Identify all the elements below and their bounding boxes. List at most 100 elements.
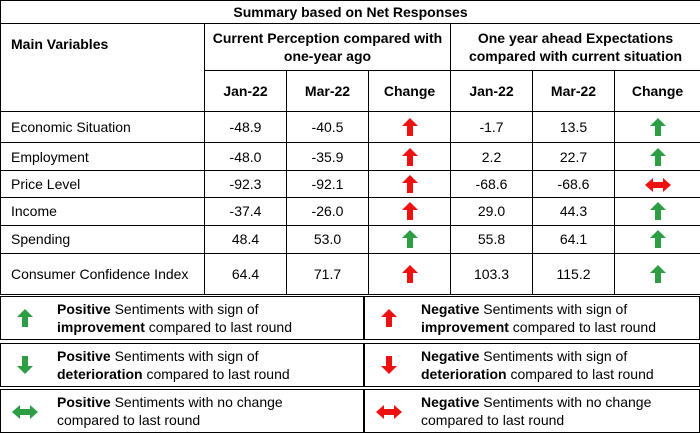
current-perception-header: Current Perception compared with one-yea… xyxy=(204,23,451,72)
ahd-mar-value: 44.3 xyxy=(532,196,615,226)
cur-change-cell xyxy=(368,111,451,143)
table-row: Economic Situation -48.9 -40.5 -1.7 13.5 xyxy=(0,111,700,143)
ahd-jan-value: 103.3 xyxy=(450,253,533,295)
ahd-jan-value: -68.6 xyxy=(450,170,533,198)
legend-text: compared to last round xyxy=(144,319,293,335)
legend-bold: Negative xyxy=(421,394,480,410)
legend-positive-improvement: Positive Sentiments with sign of improvem… xyxy=(0,296,364,340)
table-row: Consumer Confidence Index 64.4 71.7 103.… xyxy=(0,253,700,295)
cur-mar-value: -35.9 xyxy=(286,141,369,172)
change-arrow-icon xyxy=(649,202,666,221)
legend-negative-no-change: Negative Sentiments with no change compar… xyxy=(364,389,700,433)
row-label: Price Level xyxy=(0,170,205,198)
cur-mar-value: -26.0 xyxy=(286,196,369,226)
table-row: Price Level -92.3 -92.1 -68.6 -68.6 xyxy=(0,170,700,198)
ahd-change-cell xyxy=(613,253,700,295)
cur-mar-value: -40.5 xyxy=(286,111,369,143)
cur-change-cell xyxy=(368,196,451,226)
change-arrow-icon xyxy=(649,230,666,249)
ahd-change-cell xyxy=(613,111,700,143)
table-row: Income -37.4 -26.0 29.0 44.3 xyxy=(0,196,700,226)
legend-text: compared to last round xyxy=(421,412,565,428)
legend: Positive Sentiments with sign of improvem… xyxy=(0,296,700,435)
arrow-left-right-green-icon xyxy=(12,403,38,420)
legend-bold: improvement xyxy=(57,319,145,335)
ahd-mar-value: 115.2 xyxy=(532,253,615,295)
ahd-jan-value: 29.0 xyxy=(450,196,533,226)
legend-bold: Positive xyxy=(57,301,111,317)
cur-change-header: Change xyxy=(368,70,451,113)
change-arrow-icon xyxy=(401,202,418,221)
row-label: Economic Situation xyxy=(0,111,205,143)
arrow-left-right-red-icon xyxy=(376,403,402,420)
legend-bold: improvement xyxy=(421,319,509,335)
legend-text: Sentiments with sign of xyxy=(110,348,259,364)
ahd-change-cell xyxy=(613,196,700,226)
row-label: Income xyxy=(0,196,205,226)
ahead-expectations-header: One year ahead Expectations compared wit… xyxy=(449,23,700,72)
cur-jan-value: 48.4 xyxy=(204,224,287,255)
legend-text: Sentiments with sign of xyxy=(479,348,628,364)
cur-change-cell xyxy=(368,253,451,295)
row-label: Employment xyxy=(0,141,205,172)
ahd-mar-value: -68.6 xyxy=(532,170,615,198)
row-label: Spending xyxy=(0,224,205,255)
legend-text: Sentiments with sign of xyxy=(110,301,259,317)
legend-positive-deterioration: Positive Sentiments with sign of deterior… xyxy=(0,343,364,387)
cur-mar-value: 53.0 xyxy=(286,224,369,255)
cur-change-cell xyxy=(368,224,451,255)
ahd-change-cell xyxy=(613,170,700,198)
legend-text: compared to last round xyxy=(142,366,290,382)
ahd-jan-value: -1.7 xyxy=(450,111,533,143)
cur-mar-value: 71.7 xyxy=(286,253,369,295)
legend-negative-deterioration: Negative Sentiments with sign of deterior… xyxy=(364,343,700,387)
legend-bold: deterioration xyxy=(421,366,507,382)
cur-jan-value: -48.9 xyxy=(204,111,287,143)
legend-negative-improvement: Negative Sentiments with sign of improvem… xyxy=(364,296,700,340)
main-variables-header: Main Variables xyxy=(0,23,205,113)
arrow-up-green-icon xyxy=(17,309,33,328)
legend-bold: Positive xyxy=(57,394,111,410)
ahd-change-header: Change xyxy=(613,70,700,113)
legend-bold: Positive xyxy=(57,348,111,364)
cur-change-cell xyxy=(368,170,451,198)
legend-bold: Negative xyxy=(421,301,480,317)
cur-jan-value: -48.0 xyxy=(204,141,287,172)
table-row: Employment -48.0 -35.9 2.2 22.7 xyxy=(0,141,700,172)
table-row: Spending 48.4 53.0 55.8 64.1 xyxy=(0,224,700,255)
legend-text: Sentiments with sign of xyxy=(479,301,628,317)
cur-mar-header: Mar-22 xyxy=(286,70,369,113)
cur-jan-value: 64.4 xyxy=(204,253,287,295)
cur-jan-value: -37.4 xyxy=(204,196,287,226)
cur-mar-value: -92.1 xyxy=(286,170,369,198)
summary-table: Summary based on Net Responses Main Vari… xyxy=(0,0,700,295)
legend-text: compared to last round xyxy=(57,412,201,428)
row-label: Consumer Confidence Index xyxy=(0,253,205,295)
ahd-mar-header: Mar-22 xyxy=(532,70,615,113)
arrow-up-red-icon xyxy=(381,309,397,328)
ahd-change-cell xyxy=(613,141,700,172)
legend-text: compared to last round xyxy=(506,366,654,382)
ahd-jan-value: 55.8 xyxy=(450,224,533,255)
change-arrow-icon xyxy=(401,147,418,166)
ahd-mar-value: 13.5 xyxy=(532,111,615,143)
ahd-change-cell xyxy=(613,224,700,255)
ahd-jan-header: Jan-22 xyxy=(450,70,533,113)
change-arrow-icon xyxy=(401,175,418,194)
legend-positive-no-change: Positive Sentiments with no change compar… xyxy=(0,389,364,433)
cur-jan-header: Jan-22 xyxy=(204,70,287,113)
cur-change-cell xyxy=(368,141,451,172)
table-title: Summary based on Net Responses xyxy=(0,0,700,25)
legend-bold: deterioration xyxy=(57,366,143,382)
legend-bold: Negative xyxy=(421,348,480,364)
change-arrow-icon xyxy=(401,118,418,137)
arrow-down-green-icon xyxy=(17,356,33,375)
ahd-jan-value: 2.2 xyxy=(450,141,533,172)
ahd-mar-value: 64.1 xyxy=(532,224,615,255)
change-arrow-icon xyxy=(649,265,666,284)
ahd-mar-value: 22.7 xyxy=(532,141,615,172)
change-arrow-icon xyxy=(649,118,666,137)
legend-text: Sentiments with no change xyxy=(479,394,652,410)
change-arrow-icon xyxy=(401,265,418,284)
